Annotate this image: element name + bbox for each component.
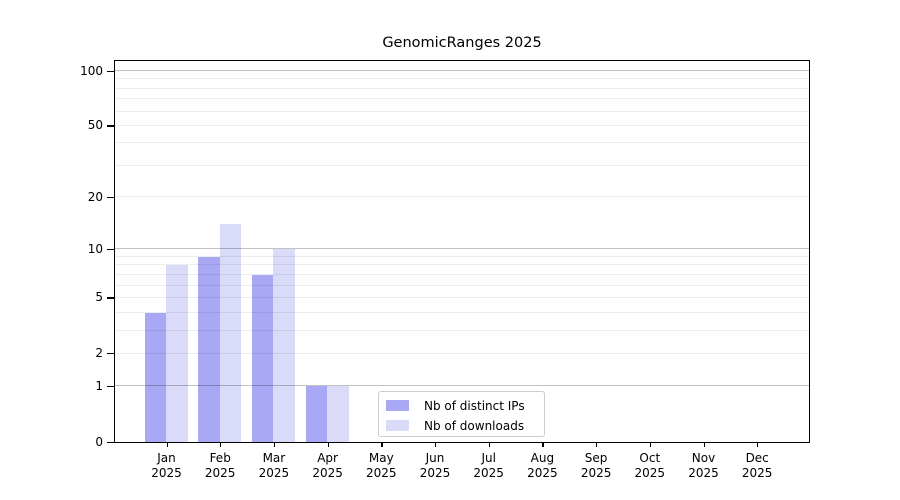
x-axis-tick (488, 441, 490, 447)
gridline-major (115, 70, 809, 72)
bar-distinct-ips-feb (198, 256, 220, 442)
month-label: Nov (691, 450, 716, 465)
bar-downloads-feb (219, 224, 242, 442)
x-axis-tick (757, 441, 759, 447)
gridline-minor (115, 87, 809, 89)
x-axis-tick-label: Apr 2025 (300, 451, 356, 481)
year-label: 2025 (580, 465, 612, 480)
y-axis-tick-label: 10 (87, 241, 103, 256)
y-axis-tick (107, 70, 114, 72)
year-label: 2025 (688, 465, 719, 480)
x-axis-tick (381, 441, 383, 447)
x-axis-tick-label: Jan 2025 (139, 451, 195, 481)
y-axis-tick (107, 441, 114, 443)
year-label: 2025 (634, 465, 666, 480)
y-axis-tick-label: 20 (87, 189, 103, 204)
x-axis-tick (220, 441, 222, 447)
bar-distinct-ips-jan (144, 312, 166, 442)
month-label: Jan (157, 450, 176, 465)
y-axis-tick (107, 353, 114, 355)
x-axis-tick-label: Nov 2025 (676, 451, 732, 481)
gridline-minor (115, 352, 809, 354)
bar-downloads-apr (327, 386, 349, 442)
y-axis-tick-label: 50 (87, 118, 103, 133)
gridline-major (115, 385, 809, 387)
year-label: 2025 (151, 465, 182, 480)
y-axis-tick (107, 248, 114, 251)
x-axis-tick-label: Jul 2025 (461, 451, 517, 481)
gridline-major (115, 248, 809, 250)
x-axis-tick-label: Feb 2025 (192, 451, 248, 481)
x-axis-tick (542, 441, 544, 447)
month-label: Oct (639, 450, 661, 465)
gridline-minor (115, 124, 809, 126)
gridline-minor (115, 164, 809, 166)
y-axis-tick-label: 2 (95, 346, 103, 361)
month-label: Jul (481, 450, 496, 465)
gridline-minor (115, 311, 809, 313)
gridline-minor (115, 255, 809, 257)
x-axis-tick-label: Aug 2025 (514, 451, 570, 481)
gridline-minor (115, 110, 809, 112)
x-axis-tick (703, 441, 705, 447)
bar-downloads-jan (166, 265, 188, 442)
bar-distinct-ips-mar (251, 274, 274, 442)
gridline-minor (115, 98, 809, 100)
month-label: May (368, 450, 394, 465)
month-label: Feb (209, 450, 231, 465)
month-label: Dec (745, 450, 769, 465)
legend-label-distinct-ips: Nb of distinct IPs (424, 399, 525, 413)
legend-swatch-downloads (386, 420, 409, 431)
y-axis-tick (107, 297, 114, 299)
x-axis-tick (273, 441, 276, 447)
x-axis-tick-label: May 2025 (353, 451, 409, 481)
bar-distinct-ips-apr (305, 386, 328, 442)
y-axis-tick-label: 5 (95, 290, 103, 305)
gridline-minor (115, 78, 809, 80)
gridline-minor (115, 329, 809, 331)
x-axis-tick (435, 441, 437, 447)
bar-downloads-mar (273, 249, 295, 442)
x-axis-tick (327, 441, 329, 447)
year-label: 2025 (527, 465, 558, 480)
x-axis-tick-label: Oct 2025 (622, 451, 678, 481)
legend: Nb of distinct IPs Nb of downloads (378, 391, 545, 437)
y-axis-tick-label: 0 (95, 434, 103, 449)
gridline-minor (115, 273, 809, 275)
year-label: 2025 (366, 465, 397, 480)
y-axis-tick (107, 196, 114, 199)
gridline-minor (115, 296, 809, 298)
x-axis-tick (166, 441, 168, 447)
year-label: 2025 (312, 465, 343, 480)
gridline-minor (115, 264, 809, 266)
x-axis-tick-label: Sep 2025 (568, 451, 624, 481)
month-label: Mar (262, 450, 286, 465)
year-label: 2025 (419, 465, 451, 480)
x-axis-tick-label: Jun 2025 (407, 451, 463, 481)
x-axis-tick (596, 441, 598, 447)
y-axis-tick (107, 385, 114, 388)
month-label: Jun (425, 450, 445, 465)
year-label: 2025 (741, 465, 773, 480)
x-axis-tick (649, 441, 652, 447)
chart-title: GenomicRanges 2025 (382, 35, 542, 51)
year-label: 2025 (204, 465, 236, 480)
x-axis-tick-label: Dec 2025 (729, 451, 785, 481)
legend-swatch-distinct-ips (386, 400, 409, 411)
y-axis-tick-label: 1 (95, 378, 103, 393)
year-label: 2025 (258, 465, 290, 480)
y-axis-tick (107, 125, 114, 127)
month-label: Apr (317, 450, 338, 465)
gridline-minor (115, 196, 809, 198)
year-label: 2025 (473, 465, 504, 480)
y-axis-tick-label: 100 (80, 63, 103, 78)
gridline-minor (115, 284, 809, 286)
plot-area (114, 60, 810, 443)
x-axis-tick-label: Mar 2025 (246, 451, 302, 481)
gridline-minor (115, 142, 809, 144)
month-label: Sep (584, 450, 608, 465)
legend-label-downloads: Nb of downloads (424, 419, 525, 433)
month-label: Aug (530, 450, 555, 465)
